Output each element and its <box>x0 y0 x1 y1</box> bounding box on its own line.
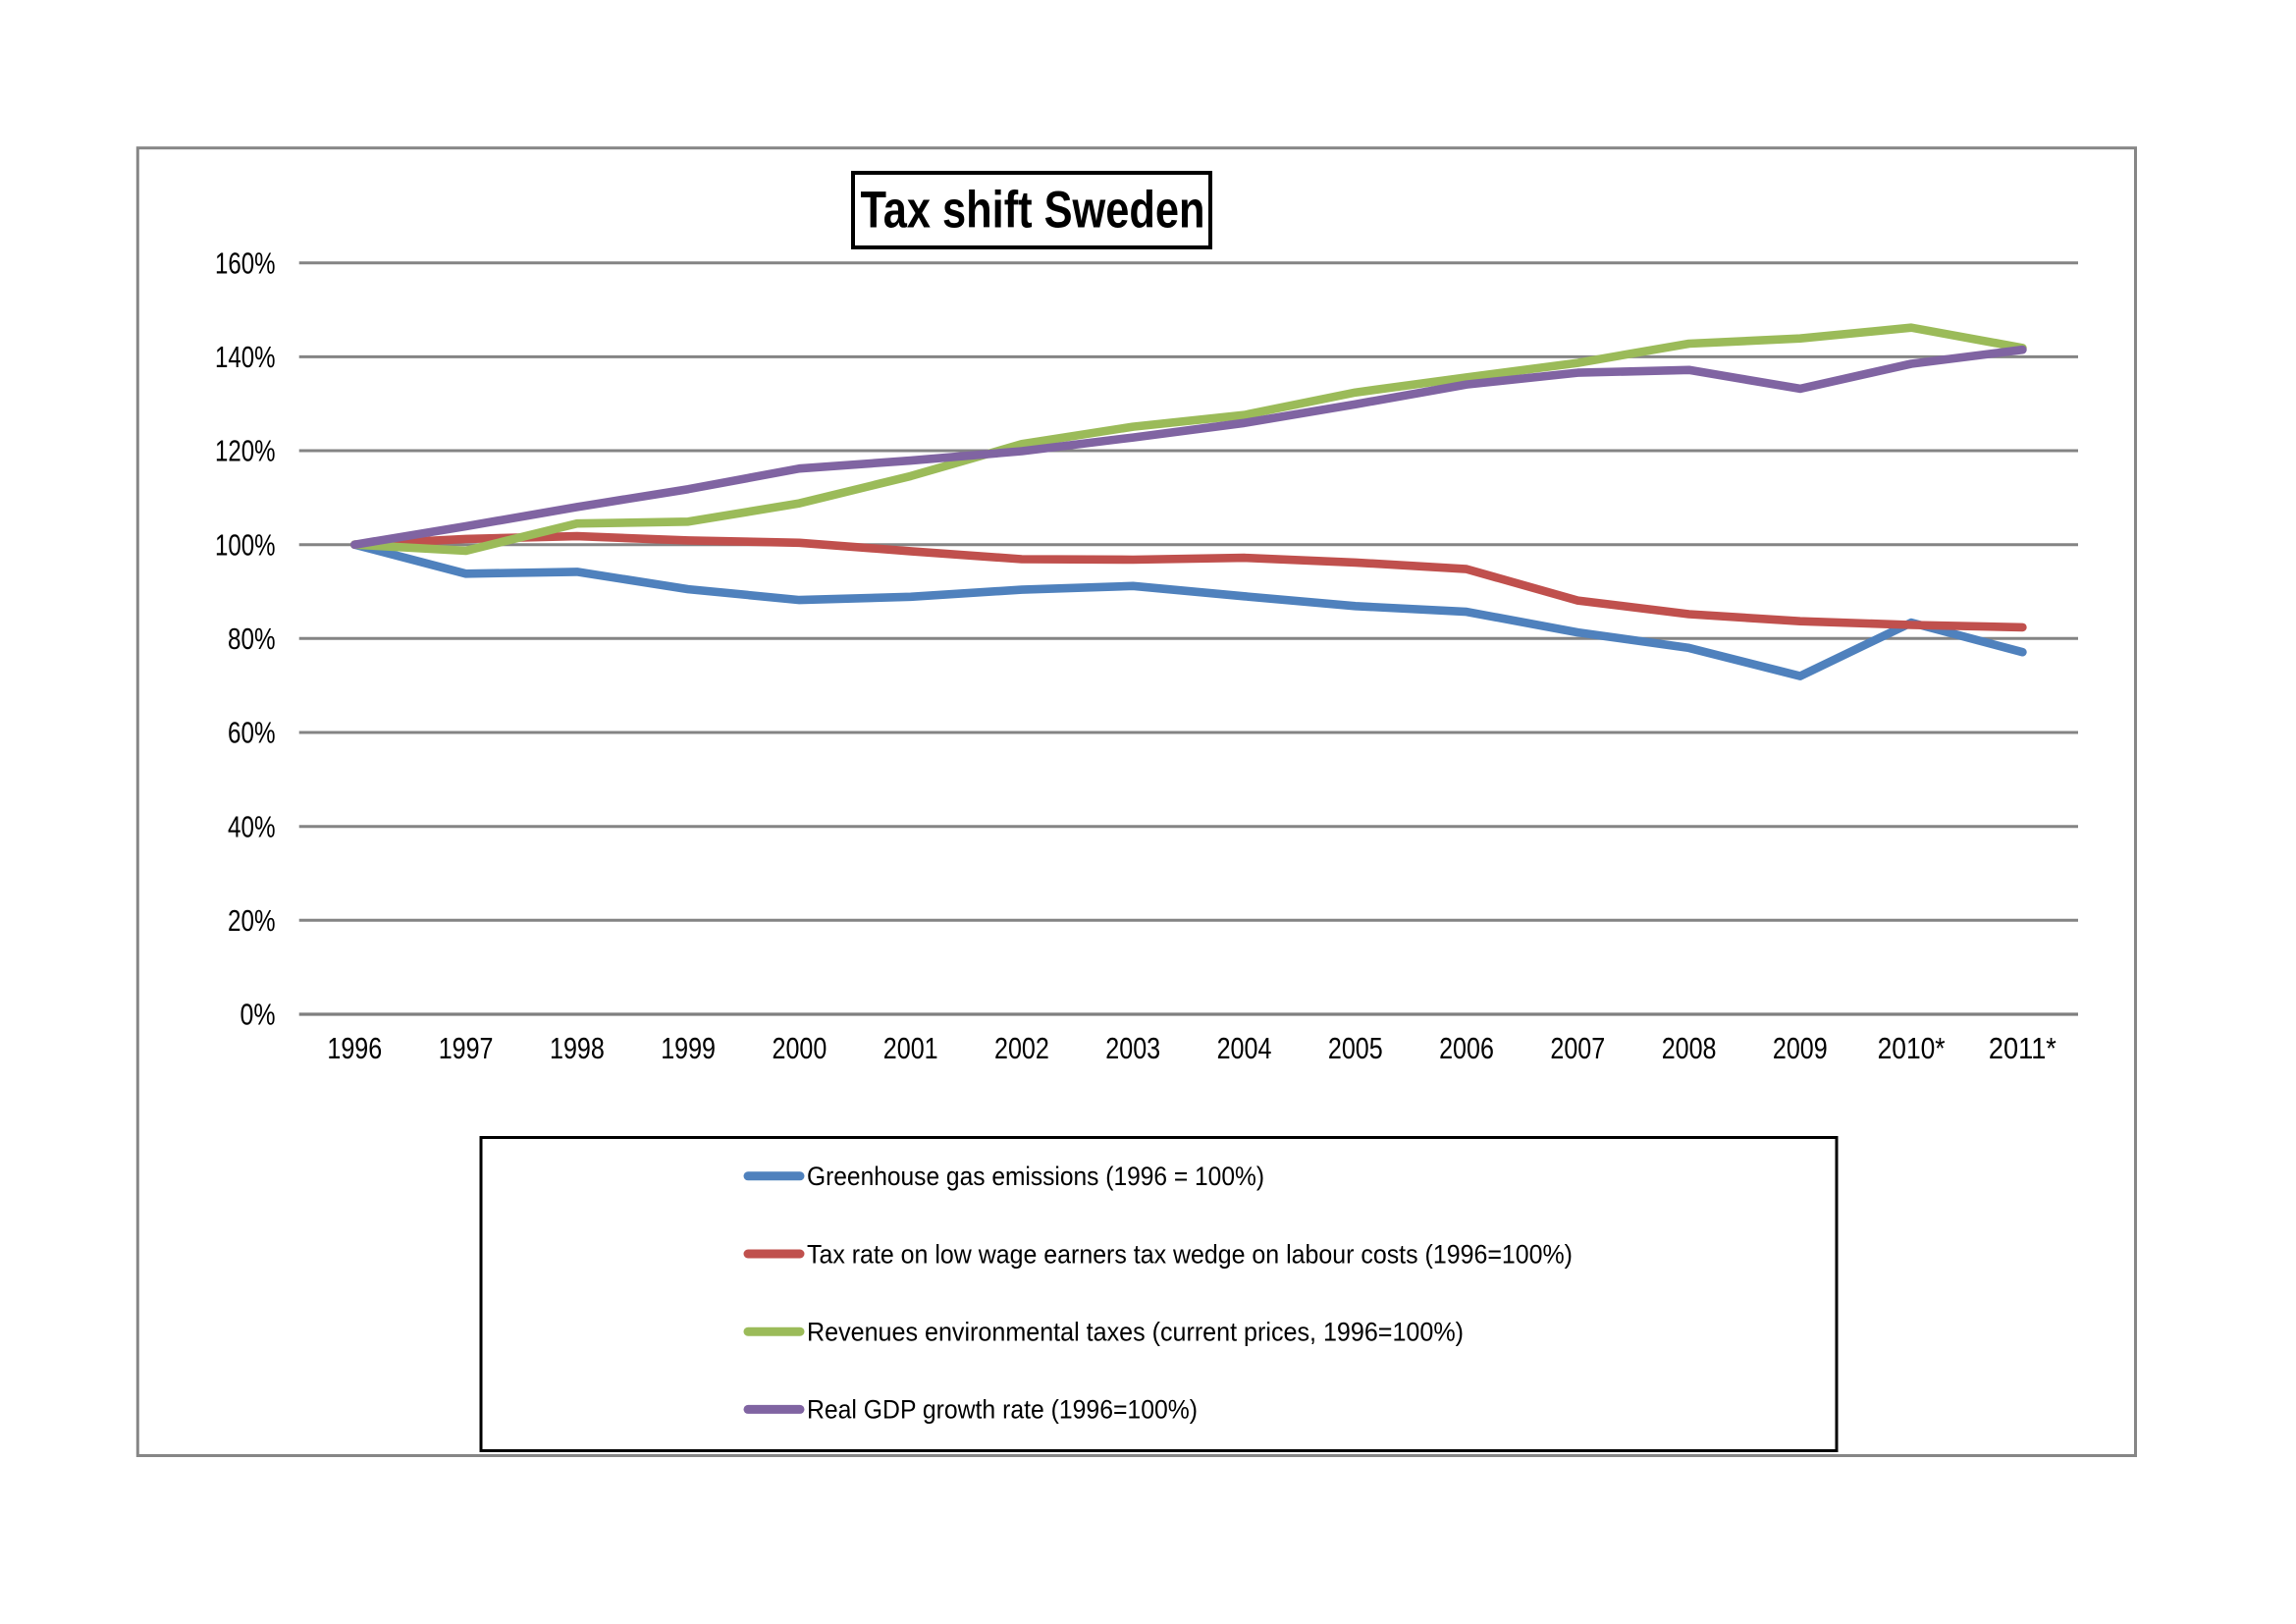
svg-text:160%: 160% <box>215 246 276 280</box>
svg-text:Real GDP growth rate (1996=100: Real GDP growth rate (1996=100%) <box>807 1395 1198 1425</box>
svg-text:120%: 120% <box>215 435 276 468</box>
svg-text:20%: 20% <box>228 904 276 938</box>
svg-text:140%: 140% <box>215 341 276 374</box>
svg-text:2001: 2001 <box>883 1032 938 1065</box>
svg-text:2003: 2003 <box>1105 1032 1160 1065</box>
svg-text:2008: 2008 <box>1662 1032 1717 1065</box>
svg-text:40%: 40% <box>228 810 276 843</box>
svg-text:Tax shift Sweden: Tax shift Sweden <box>861 182 1205 240</box>
svg-text:2005: 2005 <box>1328 1032 1383 1065</box>
svg-text:2011*: 2011* <box>1989 1032 2056 1065</box>
svg-text:2010*: 2010* <box>1878 1032 1946 1065</box>
svg-text:1998: 1998 <box>550 1032 605 1065</box>
svg-text:Tax rate on low wage earners t: Tax rate on low wage earners tax wedge o… <box>807 1239 1573 1269</box>
svg-text:2004: 2004 <box>1217 1032 1272 1065</box>
svg-text:2007: 2007 <box>1550 1032 1605 1065</box>
svg-text:1996: 1996 <box>327 1032 382 1065</box>
svg-text:2002: 2002 <box>994 1032 1049 1065</box>
svg-text:0%: 0% <box>240 999 276 1032</box>
svg-text:1999: 1999 <box>661 1032 716 1065</box>
svg-text:2009: 2009 <box>1773 1032 1828 1065</box>
svg-text:80%: 80% <box>228 623 276 656</box>
svg-text:60%: 60% <box>228 717 276 750</box>
svg-text:100%: 100% <box>215 528 276 562</box>
svg-text:2006: 2006 <box>1439 1032 1494 1065</box>
svg-text:2000: 2000 <box>773 1032 828 1065</box>
svg-text:Revenues environmental taxes (: Revenues environmental taxes (current pr… <box>807 1318 1464 1347</box>
svg-text:Greenhouse gas emissions (1996: Greenhouse gas emissions (1996 = 100%) <box>807 1162 1264 1191</box>
svg-text:1997: 1997 <box>439 1032 494 1065</box>
